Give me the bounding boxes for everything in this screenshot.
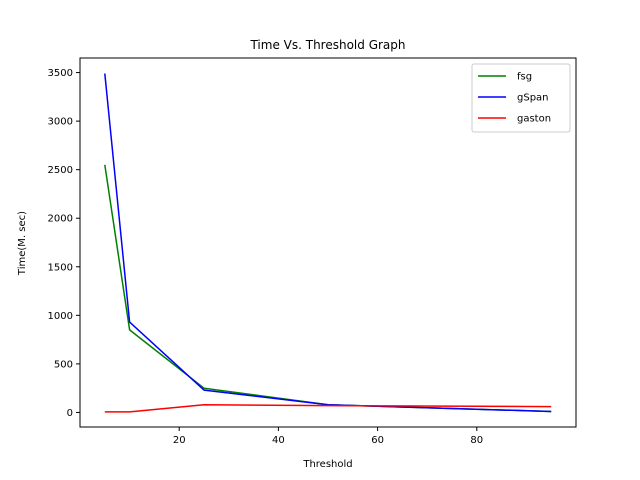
- legend-label-gaston: gaston: [517, 114, 551, 125]
- x-axis-label: Threshold: [302, 459, 352, 470]
- x-tick-label: 80: [470, 435, 483, 446]
- legend-frame: [471, 63, 571, 133]
- plot-frame: [79, 57, 577, 428]
- x-tick-label: 20: [173, 435, 186, 446]
- series-line-gaston: [104, 403, 552, 413]
- y-tick-label: 1000: [48, 311, 73, 322]
- legend-label-fsg: fsg: [517, 72, 532, 83]
- y-tick-label: 2500: [48, 165, 73, 176]
- y-axis-label: Time(M. sec): [17, 211, 28, 276]
- x-tick-label: 40: [272, 435, 285, 446]
- y-tick-label: 2000: [48, 214, 73, 225]
- legend: fsg gSpan gaston: [471, 63, 571, 133]
- y-tick-label: 3000: [48, 117, 73, 128]
- y-tick-label: 3500: [48, 68, 73, 79]
- y-tick-label: 0: [67, 408, 73, 419]
- x-tick-label: 60: [371, 435, 384, 446]
- series-line-gSpan: [104, 73, 552, 413]
- x-axis: 20 40 60 80: [173, 427, 483, 446]
- y-axis: 0 500 1000 1500 2000 2500 3000 3500: [48, 68, 80, 419]
- legend-label-gSpan: gSpan: [517, 93, 549, 104]
- y-tick-label: 500: [54, 359, 73, 370]
- chart-title: Time Vs. Threshold Graph: [249, 38, 405, 52]
- y-tick-label: 1500: [48, 262, 73, 273]
- plot-area: [104, 73, 552, 413]
